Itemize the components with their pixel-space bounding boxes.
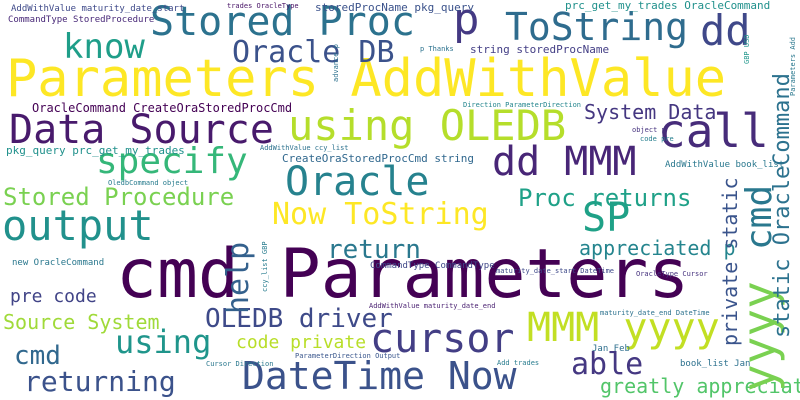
word-dd-mmm: dd MMM	[492, 139, 637, 185]
word-sp: SP	[582, 195, 631, 241]
word-cursor: cursor	[370, 316, 515, 362]
word-createorastoredproccmd-string: CreateOraStoredProcCmd string	[282, 152, 475, 165]
word-addwithvalue-ccy-list: AddWithValue ccy_list	[260, 144, 349, 152]
word-oracle: Oracle	[285, 159, 430, 205]
word-cmd-parameters: cmd Parameters	[116, 235, 690, 314]
word-returning: returning	[24, 365, 176, 398]
word-return: return	[327, 235, 421, 265]
word-maturity-date-start-datetime: maturity_date_start DateTime	[496, 267, 615, 275]
word-addwithvalue-maturity-date-end: AddWithValue maturity_date_end	[369, 302, 496, 310]
word-ccy-list-gbp: ccy_list GBP	[261, 241, 269, 292]
word-gbp-usd: GBP USD	[743, 34, 751, 64]
word-greatly-appreciated: greatly appreciated	[600, 374, 800, 398]
word-p-thanks: p Thanks	[420, 45, 454, 53]
word-book-list-jan: book_list Jan	[680, 359, 751, 369]
word-output: output	[2, 201, 154, 250]
word-tostring: ToString	[505, 5, 689, 49]
word-call: call	[658, 104, 769, 158]
word-specify: specify	[96, 141, 248, 182]
word-pkg-query-prc-get-my-trades: pkg_query prc_get_my_trades	[6, 144, 185, 157]
word-proc-returns: Proc returns	[518, 184, 692, 212]
word-system-data: System Data	[584, 100, 717, 124]
word-addwithvalue-maturity-date-start: AddWithValue maturity_date_start	[11, 4, 185, 14]
word-add-trades: Add trades	[497, 359, 540, 367]
word-maturity-date-end-datetime: maturity_date_end DateTime	[600, 309, 710, 317]
word-storedprocname-pkg-query: storedProcName pkg_query	[315, 1, 474, 14]
word-private-static: private static	[718, 177, 742, 346]
word-direction-parameterdirection: Direction ParameterDirection	[463, 101, 582, 109]
word-pre-code: pre code	[10, 286, 97, 307]
word-oraclecommand-createorastoredproccmd: OracleCommand CreateOraStoredProcCmd	[32, 101, 293, 115]
word-addwithvalue-book-list: AddWithValue book_list	[665, 160, 785, 170]
word-appreciated-p: appreciated p	[579, 236, 736, 260]
word-oracletype-cursor: OracleType Cursor	[636, 270, 708, 278]
word-data-source: Data Source	[9, 107, 274, 153]
word-parameterdirection-output: ParameterDirection Output	[295, 352, 401, 360]
word-string-storedprocname: string storedProcName	[470, 43, 610, 56]
word-source-system: Source System	[3, 310, 160, 334]
word-oracle-db: Oracle DB	[232, 35, 395, 70]
word-now-tostring: Now ToString	[272, 197, 489, 232]
word-trades-oracletype: trades OracleType	[227, 2, 299, 10]
word-using-oledb: using OLEDB	[288, 101, 567, 150]
word-cmd-small: cmd	[14, 341, 61, 371]
word-using-2: using	[115, 323, 212, 361]
word-mmm-yyyy: MMM yyyy	[527, 305, 720, 351]
word-oledb-driver: OLEDB driver	[205, 304, 393, 334]
word-object-p: object p	[632, 126, 666, 134]
word-p: p	[453, 0, 480, 45]
word-commandtype-commandtype: CommandType CommandType	[370, 261, 495, 271]
word-advance-p: advance p	[332, 44, 340, 82]
word-code-private: code private	[236, 332, 367, 353]
word-know: know	[63, 27, 145, 67]
word-datetime-now: DateTime Now	[242, 354, 517, 398]
word-jan-feb: Jan Feb	[592, 344, 630, 354]
word-oledbcommand-object: OledbCommand object	[108, 179, 189, 187]
word-code-pre: code pre	[640, 135, 674, 143]
word-help: help	[221, 241, 256, 314]
word-commandtype-storedprocedure: CommandType StoredProcedure	[8, 15, 155, 25]
word-stored-proc: Stored Proc	[150, 0, 415, 45]
word-parameters-add: Parameters Add	[789, 36, 797, 96]
word-parameters-addwithvalue: Parameters AddWithValue	[6, 49, 727, 109]
word-stored-procedure: Stored Procedure	[3, 183, 235, 211]
word-cursor-direction: Cursor Direction	[206, 360, 274, 368]
word-able: able	[571, 347, 644, 382]
word-new-oraclecommand: new OracleCommand	[12, 258, 105, 268]
word-dd-top: dd	[700, 6, 751, 55]
word-static-oraclecommand: static OracleCommand	[770, 73, 795, 338]
word-prc-get-my-trades-oraclecommand: prc_get_my_trades OracleCommand	[565, 0, 771, 12]
